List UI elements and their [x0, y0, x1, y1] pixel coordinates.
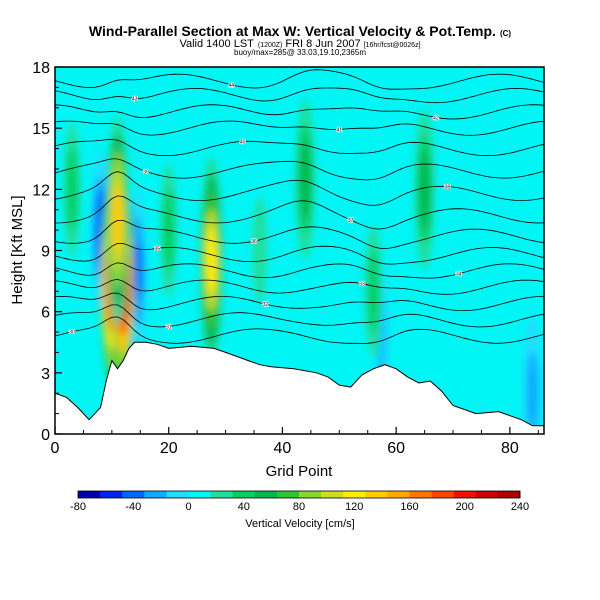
colorbar-swatch: [343, 491, 366, 498]
contour-label: 37: [348, 218, 354, 224]
contour-label: 31: [166, 324, 172, 330]
theta-contour: [55, 304, 544, 328]
colorbar-swatch: [166, 491, 189, 498]
chart-subtitle-2: buoy/max=285@ 33.03,19.10,2365m: [234, 48, 366, 57]
theta-contour: [55, 316, 544, 344]
colorbar-swatch: [100, 491, 123, 498]
colorbar-tick-label: 240: [511, 501, 529, 513]
downdraft-3: [523, 313, 543, 434]
contour-label: 30: [69, 330, 75, 336]
velocity-level: [112, 186, 123, 254]
colorbar-swatch: [409, 491, 433, 498]
contour-label: 38: [445, 184, 451, 190]
contour-label: 33: [359, 282, 365, 288]
y-axis-label: Height [Kft MSL]: [9, 195, 26, 304]
y-tick-label: 3: [41, 366, 50, 383]
colorbar-frame: [77, 490, 521, 499]
y-tick-label: 9: [41, 244, 50, 261]
plot-area: 30 31 32 33 34 35 36 37 38 39 40 41 42 43 44: [55, 67, 544, 434]
theta-contour: [55, 69, 544, 90]
colorbar-tick-label: -40: [125, 501, 141, 513]
colorbar-swatch: [321, 491, 344, 498]
y-tick-label: 15: [32, 121, 50, 138]
theta-contour: [55, 243, 544, 265]
x-tick-label: 0: [51, 440, 60, 457]
velocity-level: [254, 221, 265, 280]
contour-label: 39: [143, 170, 149, 176]
contour-label: 44: [228, 83, 234, 89]
chart-subtitle-1: Valid 1400 LST (1200Z) FRI 8 Jun 2007 [16hr…: [179, 38, 420, 50]
updraft-8: [62, 109, 82, 270]
colorbar-swatch: [78, 491, 101, 498]
colorbar-swatch: [387, 491, 410, 498]
colorbar-swatch: [232, 491, 256, 498]
colorbar-swatch: [254, 491, 278, 498]
velocity-level: [419, 160, 430, 219]
updraft-12: [415, 109, 434, 270]
colorbar-tick-label: 120: [345, 501, 363, 513]
colorbar-swatch: [365, 491, 388, 498]
y-tick-label: 0: [41, 427, 50, 444]
updraft-10: [295, 99, 315, 260]
colorbar-swatch: [497, 491, 521, 498]
theta-contour: [55, 292, 544, 312]
contour-label: 32: [263, 302, 269, 308]
updraft-7: [200, 156, 223, 365]
contour-label: 40: [240, 139, 246, 145]
colorbar-swatch: [276, 491, 300, 498]
x-axis-label: Grid Point: [266, 463, 334, 480]
velocity-level: [132, 242, 143, 300]
velocity-level: [368, 262, 379, 321]
colorbar-label: Vertical Velocity [cm/s]: [245, 518, 354, 530]
contour-label: 41: [337, 127, 343, 133]
theta-contour: [55, 262, 544, 279]
theta-contour: [55, 87, 544, 104]
velocity-level: [300, 150, 311, 208]
colorbar-swatch: [188, 491, 212, 498]
theta-contour: [55, 104, 544, 120]
colorbar: -80 -40 0 40 80 120 160 200 240: [70, 490, 529, 513]
colorbar-tick-label: 200: [456, 501, 474, 513]
theta-contour: [55, 120, 544, 136]
x-tick-label: 80: [501, 440, 519, 457]
theta-contour: [55, 220, 544, 250]
y-tick-label: 12: [32, 182, 50, 199]
colorbar-tick-label: 40: [238, 501, 250, 513]
colorbar-tick-label: -80: [70, 501, 86, 513]
x-tick-label: 60: [387, 440, 405, 457]
contour-label: 43: [132, 96, 138, 102]
updraft-11: [364, 211, 383, 372]
colorbar-swatch: [431, 491, 455, 498]
velocity-level: [205, 227, 217, 295]
theta-contour: [55, 171, 544, 206]
colorbar-swatch: [122, 491, 145, 498]
theta-contour: [55, 278, 544, 295]
theta-contour: [55, 158, 544, 181]
colorbar-tick-label: 160: [400, 501, 418, 513]
contour-label: 34: [456, 272, 462, 278]
colorbar-swatch: [475, 491, 499, 498]
x-tick-label: 40: [274, 440, 292, 457]
terrain: [55, 341, 544, 434]
colorbar-swatch: [299, 491, 322, 498]
chart-title: Wind-Parallel Section at Max W: Vertical…: [89, 23, 511, 39]
contour-label: 36: [251, 239, 257, 245]
contour-label: 42: [433, 115, 439, 121]
colorbar-swatch: [144, 491, 167, 498]
y-tick-label: 18: [32, 60, 50, 77]
updraft-13: [250, 170, 270, 331]
theta-contour: [55, 138, 544, 157]
velocity-level: [527, 364, 538, 423]
y-tick-label: 6: [41, 305, 50, 322]
colorbar-tick-label: 0: [185, 501, 191, 513]
colorbar-tick-label: 80: [293, 501, 305, 513]
colorbar-swatch: [210, 491, 234, 498]
x-tick-label: 20: [160, 440, 178, 457]
theta-contour: [55, 195, 544, 230]
colorbar-swatch: [453, 491, 477, 498]
velocity-level: [66, 160, 78, 219]
contour-label: 35: [155, 246, 161, 252]
